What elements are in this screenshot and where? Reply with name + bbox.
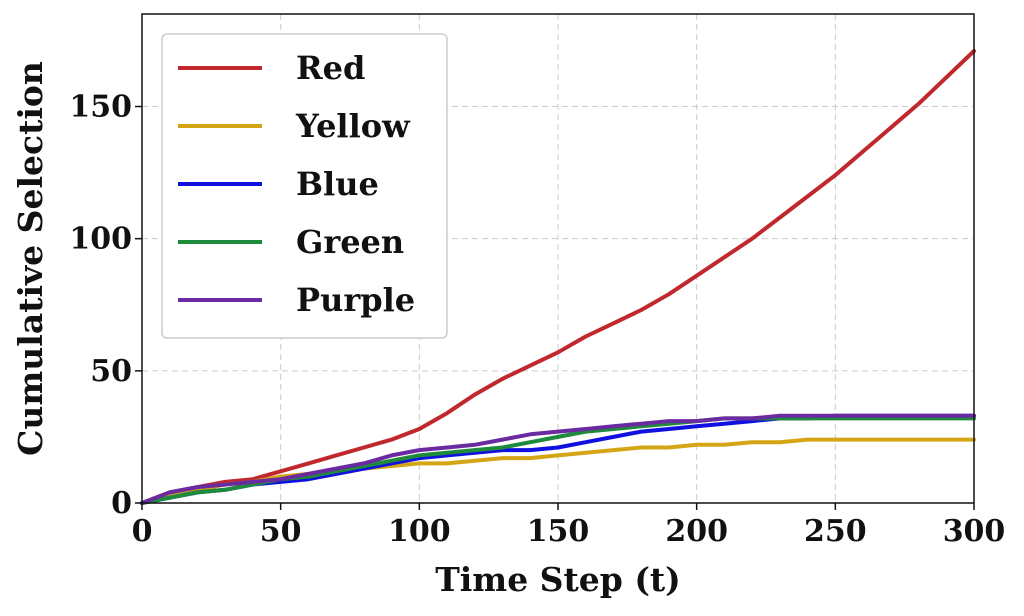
series-line-red xyxy=(140,49,976,505)
x-tick-label: 300 xyxy=(943,514,1006,549)
x-tick-label: 50 xyxy=(260,514,302,549)
legend-label-blue: Blue xyxy=(296,165,379,203)
x-tick-label: 200 xyxy=(665,514,728,549)
legend-box xyxy=(161,33,448,339)
series-line-yellow xyxy=(140,437,976,505)
y-tick-label: 0 xyxy=(111,486,132,521)
series-line-purple xyxy=(140,413,976,505)
y-tick-label: 150 xyxy=(69,90,132,125)
y-tick-label: 100 xyxy=(69,222,132,257)
legend: Red Yellow Blue Green Purple xyxy=(161,33,448,339)
y-axis: 0 50 100 150 xyxy=(69,90,142,521)
y-tick-label: 50 xyxy=(90,354,132,389)
x-tick-label: 250 xyxy=(804,514,867,549)
y-axis-title: Cumulative Selection xyxy=(11,61,50,456)
legend-label-red: Red xyxy=(296,49,365,87)
x-tick-label: 100 xyxy=(388,514,451,549)
legend-label-green: Green xyxy=(296,223,404,261)
x-axis: 0 50 100 150 200 250 300 xyxy=(132,503,1006,549)
x-tick-label: 150 xyxy=(527,514,590,549)
legend-label-purple: Purple xyxy=(296,281,415,319)
legend-label-yellow: Yellow xyxy=(295,107,411,145)
series-layer xyxy=(140,49,976,505)
x-axis-title: Time Step (t) xyxy=(435,560,681,599)
x-tick-label: 0 xyxy=(132,514,153,549)
